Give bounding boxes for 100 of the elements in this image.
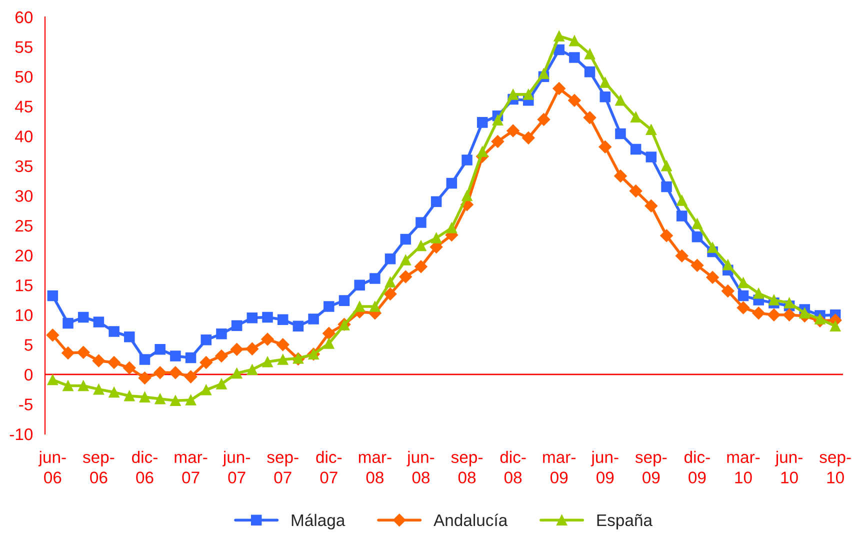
point	[170, 395, 181, 406]
x-tick-label: dic- 09	[684, 450, 710, 484]
point	[154, 344, 166, 355]
point	[646, 152, 657, 162]
point	[569, 52, 580, 63]
point	[261, 332, 274, 346]
x-tick-label: jun- 06	[38, 450, 66, 484]
point	[661, 181, 672, 192]
point	[446, 178, 458, 189]
point	[660, 229, 673, 242]
y-tick-label: 45	[15, 100, 32, 113]
point	[276, 338, 290, 352]
point	[492, 114, 504, 126]
point	[538, 68, 550, 79]
point	[92, 354, 106, 368]
x-tick-label: dic- 06	[132, 450, 158, 484]
point	[139, 392, 150, 402]
point	[231, 368, 242, 379]
point	[78, 312, 89, 323]
point	[630, 144, 642, 155]
y-tick-label: 60	[16, 11, 33, 24]
point	[122, 361, 136, 374]
point	[262, 356, 273, 368]
point	[676, 195, 688, 206]
x-tick-label: sep- 08	[451, 454, 482, 484]
point	[706, 270, 719, 284]
x-tick-label: mar- 08	[358, 454, 392, 484]
point	[231, 320, 242, 331]
point	[462, 190, 472, 202]
point	[600, 91, 611, 102]
point	[692, 218, 703, 230]
x-tick-label: dic- 08	[500, 450, 526, 484]
point	[324, 301, 334, 312]
point	[598, 140, 612, 154]
point	[200, 356, 213, 369]
y-tick-label: 55	[15, 41, 32, 53]
point	[47, 374, 58, 386]
point	[491, 135, 504, 148]
point	[446, 222, 458, 234]
point	[584, 48, 596, 60]
point	[583, 111, 596, 124]
point	[830, 320, 841, 332]
legend-label: Málaga	[292, 514, 346, 530]
point	[522, 132, 535, 144]
point	[62, 346, 74, 360]
point	[108, 386, 120, 398]
point	[630, 112, 642, 122]
point	[506, 124, 520, 138]
point	[338, 295, 350, 306]
point	[108, 356, 120, 369]
point	[277, 354, 288, 365]
x-tick-label: mar- 09	[543, 454, 576, 484]
point	[707, 242, 718, 253]
y-tick-label: 40	[15, 130, 33, 142]
point	[384, 276, 396, 288]
point	[322, 326, 336, 340]
y-tick-label: -5	[19, 398, 32, 410]
point	[170, 350, 181, 362]
point	[690, 259, 704, 272]
point	[738, 277, 749, 288]
point	[138, 372, 152, 384]
point	[400, 254, 412, 266]
y-tick-label: 5	[24, 339, 32, 351]
y-tick-label: 0	[24, 368, 33, 381]
point	[216, 378, 227, 390]
point	[124, 390, 135, 402]
y-tick-label: 15	[16, 280, 32, 292]
y-tick-label: 35	[15, 160, 32, 172]
point	[584, 66, 596, 78]
point	[721, 284, 734, 298]
point	[615, 95, 626, 106]
point	[139, 354, 150, 365]
x-tick-label: sep- 09	[635, 454, 667, 484]
point	[354, 301, 365, 312]
x-tick-label: mar- 10	[727, 454, 760, 484]
point	[246, 342, 259, 356]
x-tick-label: mar- 07	[174, 454, 208, 484]
y-tick-label: 10	[16, 309, 33, 322]
point	[46, 328, 60, 342]
x-tick-label: sep- 07	[267, 454, 298, 484]
point	[738, 290, 749, 302]
point	[154, 393, 166, 404]
point	[62, 318, 74, 329]
point	[430, 232, 442, 244]
point	[661, 160, 672, 172]
point	[124, 332, 135, 342]
point	[646, 124, 657, 135]
point	[169, 366, 182, 380]
point	[476, 117, 488, 128]
point	[414, 260, 428, 274]
point	[554, 30, 564, 42]
point	[768, 308, 780, 322]
point	[370, 301, 380, 312]
point	[93, 384, 104, 395]
point	[230, 342, 244, 356]
point	[200, 384, 212, 396]
point	[47, 290, 58, 302]
point	[370, 273, 380, 284]
y-tick-label: -10	[10, 428, 33, 440]
point	[752, 306, 766, 320]
